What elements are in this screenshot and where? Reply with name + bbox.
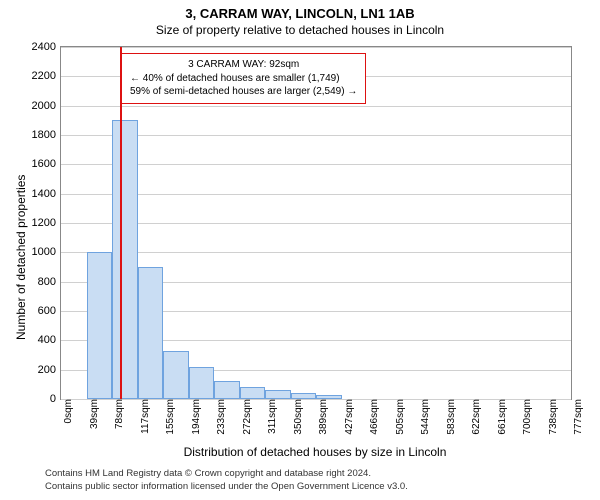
x-tick-label: 194sqm bbox=[185, 399, 202, 435]
histogram-bar bbox=[163, 351, 189, 399]
histogram-bar bbox=[291, 393, 317, 399]
x-tick-label: 583sqm bbox=[440, 399, 457, 435]
histogram-bar bbox=[112, 120, 138, 399]
y-axis-label: Number of detached properties bbox=[14, 175, 28, 340]
annotation-line2: ← 40% of detached houses are smaller (1,… bbox=[130, 72, 357, 86]
page-title: 3, CARRAM WAY, LINCOLN, LN1 1AB bbox=[0, 0, 600, 21]
y-tick-label: 2400 bbox=[32, 41, 61, 53]
gridline bbox=[61, 47, 571, 48]
y-tick-label: 1200 bbox=[32, 217, 61, 229]
histogram-bar bbox=[138, 267, 164, 399]
x-tick-label: 311sqm bbox=[261, 399, 278, 434]
y-tick-label: 400 bbox=[38, 334, 61, 346]
gridline bbox=[61, 164, 571, 165]
x-tick-label: 117sqm bbox=[134, 399, 151, 434]
annotation-line1: 3 CARRAM WAY: 92sqm bbox=[130, 58, 357, 72]
x-tick-label: 389sqm bbox=[312, 399, 329, 435]
x-tick-label: 272sqm bbox=[236, 399, 253, 435]
x-tick-label: 777sqm bbox=[567, 399, 584, 435]
y-tick-label: 1600 bbox=[32, 158, 61, 170]
page-subtitle: Size of property relative to detached ho… bbox=[0, 21, 600, 37]
gridline bbox=[61, 194, 571, 195]
y-tick-label: 800 bbox=[38, 276, 61, 288]
x-tick-label: 0sqm bbox=[57, 399, 74, 423]
y-tick-label: 600 bbox=[38, 305, 61, 317]
histogram-bar bbox=[265, 390, 291, 399]
histogram-bar bbox=[87, 252, 113, 399]
footer-line1: Contains HM Land Registry data © Crown c… bbox=[45, 468, 408, 481]
histogram-bar bbox=[316, 395, 342, 399]
x-tick-label: 661sqm bbox=[491, 399, 508, 435]
x-tick-label: 505sqm bbox=[389, 399, 406, 435]
y-tick-label: 1400 bbox=[32, 188, 61, 200]
histogram-plot: 3 CARRAM WAY: 92sqm ← 40% of detached ho… bbox=[60, 46, 572, 400]
gridline bbox=[61, 252, 571, 253]
footer-attribution: Contains HM Land Registry data © Crown c… bbox=[45, 468, 408, 494]
histogram-bar bbox=[189, 367, 215, 399]
gridline bbox=[61, 223, 571, 224]
x-tick-label: 78sqm bbox=[108, 399, 125, 429]
x-tick-label: 233sqm bbox=[210, 399, 227, 435]
x-tick-label: 39sqm bbox=[83, 399, 100, 429]
x-tick-label: 350sqm bbox=[287, 399, 304, 435]
annotation-box: 3 CARRAM WAY: 92sqm ← 40% of detached ho… bbox=[121, 53, 366, 104]
histogram-bar bbox=[240, 387, 266, 399]
x-tick-label: 427sqm bbox=[338, 399, 355, 435]
y-tick-label: 200 bbox=[38, 364, 61, 376]
y-tick-label: 2200 bbox=[32, 70, 61, 82]
x-tick-label: 544sqm bbox=[414, 399, 431, 435]
annotation-line3: 59% of semi-detached houses are larger (… bbox=[130, 85, 357, 99]
histogram-bar bbox=[214, 381, 240, 399]
x-tick-label: 155sqm bbox=[159, 399, 176, 435]
y-tick-label: 2000 bbox=[32, 100, 61, 112]
x-axis-label: Distribution of detached houses by size … bbox=[60, 445, 570, 459]
y-tick-label: 1000 bbox=[32, 246, 61, 258]
x-tick-label: 622sqm bbox=[465, 399, 482, 435]
footer-line2: Contains public sector information licen… bbox=[45, 481, 408, 494]
x-tick-label: 466sqm bbox=[363, 399, 380, 435]
y-tick-label: 1800 bbox=[32, 129, 61, 141]
x-tick-label: 738sqm bbox=[542, 399, 559, 435]
gridline bbox=[61, 135, 571, 136]
x-tick-label: 700sqm bbox=[516, 399, 533, 435]
gridline bbox=[61, 106, 571, 107]
